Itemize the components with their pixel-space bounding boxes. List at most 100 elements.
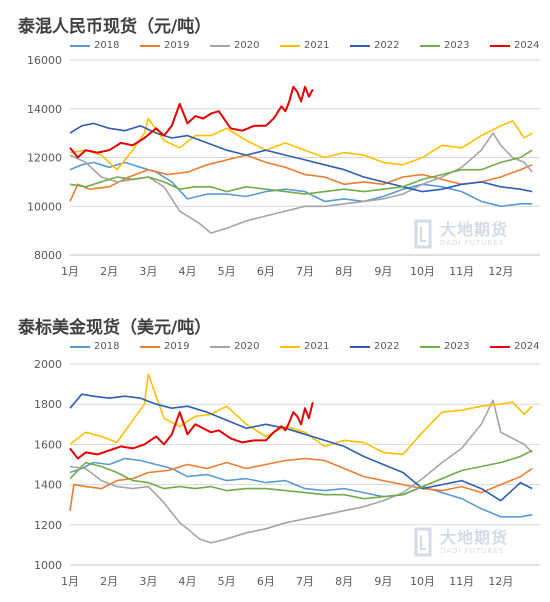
y-tick-label: 12000 xyxy=(27,152,62,165)
dadi-futures-watermark: 大地期货 DADI FUTURES xyxy=(412,527,508,557)
rmb-spot-chart: 泰混人民币现货（元/吨） 8000 10000 12000 14000 16000 1月 2… xyxy=(18,17,550,278)
y-tick-label: 1800 xyxy=(34,398,62,411)
x-tick-label: 4月 xyxy=(179,265,197,278)
series-line-2019 xyxy=(69,457,533,511)
legend-swatch xyxy=(420,44,440,47)
legend-item-2024: 2024 xyxy=(490,341,539,352)
x-tick-label: 11月 xyxy=(449,265,474,278)
y-tick-label: 1000 xyxy=(34,559,62,572)
legend-item-2024: 2024 xyxy=(490,40,539,51)
legend-item-2023: 2023 xyxy=(420,40,469,51)
legend-label: 2024 xyxy=(514,40,540,51)
legend-label: 2022 xyxy=(374,40,400,51)
x-tick-label: 10月 xyxy=(410,575,435,588)
legend-label: 2020 xyxy=(234,341,260,352)
dadi-futures-watermark: 大地期货 DADI FUTURES xyxy=(412,219,508,249)
x-tick-label: 2月 xyxy=(100,575,118,588)
legend-item-2020: 2020 xyxy=(210,40,259,51)
chart-legend: 2018 2019 2020 2021 2022 2023 2024 xyxy=(70,341,550,359)
legend-swatch xyxy=(350,44,370,47)
legend-label: 2023 xyxy=(444,341,470,352)
usd-spot-plot: 1000 1200 1400 1600 1800 2000 1月 2月 3月 4月 5月 6月 7月 8月… xyxy=(34,358,540,588)
x-tick-label: 9月 xyxy=(374,575,392,588)
chart-legend: 2018 2019 2020 2021 2022 2023 2024 xyxy=(70,40,550,58)
y-tick-label: 1400 xyxy=(34,479,62,492)
x-tick-label: 12月 xyxy=(488,265,513,278)
legend-item-2021: 2021 xyxy=(280,341,329,352)
y-tick-label: 8000 xyxy=(34,249,62,262)
x-tick-label: 5月 xyxy=(218,265,236,278)
watermark-en: DADI FUTURES xyxy=(440,546,505,555)
dadi-logo-icon xyxy=(412,219,434,249)
series-line-2024 xyxy=(69,401,314,460)
series-line-2023 xyxy=(69,449,533,500)
legend-item-2019: 2019 xyxy=(140,341,189,352)
x-tick-label: 4月 xyxy=(179,575,197,588)
dadi-logo-icon xyxy=(412,527,434,557)
legend-item-2019: 2019 xyxy=(140,40,189,51)
legend-label: 2023 xyxy=(444,40,470,51)
legend-swatch xyxy=(210,44,230,47)
legend-item-2018: 2018 xyxy=(70,40,119,51)
chart-title: 泰混人民币现货（元/吨） xyxy=(18,17,212,37)
x-tick-label: 6月 xyxy=(257,265,275,278)
legend-item-2023: 2023 xyxy=(420,341,469,352)
series-line-2018 xyxy=(69,161,533,208)
legend-label: 2022 xyxy=(374,341,400,352)
watermark-cn: 大地期货 xyxy=(440,219,509,239)
legend-swatch xyxy=(140,44,160,47)
legend-item-2022: 2022 xyxy=(350,341,399,352)
y-tick-label: 14000 xyxy=(27,103,62,116)
legend-label: 2021 xyxy=(304,40,330,51)
legend-label: 2019 xyxy=(164,341,190,352)
x-tick-label: 12月 xyxy=(488,575,513,588)
legend-item-2021: 2021 xyxy=(280,40,329,51)
legend-swatch xyxy=(280,44,300,47)
x-tick-label: 11月 xyxy=(449,575,474,588)
x-tick-label: 5月 xyxy=(218,575,236,588)
legend-label: 2018 xyxy=(94,341,120,352)
watermark-cn: 大地期货 xyxy=(440,527,509,547)
x-tick-label: 6月 xyxy=(257,575,275,588)
series-line-2024 xyxy=(69,85,314,159)
series-line-2021 xyxy=(69,117,533,171)
series-line-2018 xyxy=(69,457,533,518)
x-tick-label: 3月 xyxy=(139,575,157,588)
x-tick-label: 2月 xyxy=(100,265,118,278)
series-line-2022 xyxy=(69,122,533,193)
series-line-2023 xyxy=(69,149,533,195)
legend-swatch xyxy=(70,44,90,47)
legend-swatch xyxy=(490,44,510,47)
legend-label: 2021 xyxy=(304,341,330,352)
rmb-spot-plot: 8000 10000 12000 14000 16000 1月 2月 3月 4月 5月 6月 7月 8月… xyxy=(27,54,540,278)
series-line-2020 xyxy=(69,399,533,544)
x-tick-label: 1月 xyxy=(61,575,79,588)
legend-swatch xyxy=(420,345,440,348)
legend-swatch xyxy=(350,345,370,348)
x-tick-label: 10月 xyxy=(410,265,435,278)
y-tick-label: 2000 xyxy=(34,358,62,371)
legend-swatch xyxy=(280,345,300,348)
legend-label: 2020 xyxy=(234,40,260,51)
legend-swatch xyxy=(210,345,230,348)
legend-item-2018: 2018 xyxy=(70,341,119,352)
y-tick-label: 16000 xyxy=(27,54,62,67)
x-tick-label: 7月 xyxy=(296,575,314,588)
y-tick-label: 10000 xyxy=(27,200,62,213)
legend-item-2022: 2022 xyxy=(350,40,399,51)
x-tick-label: 8月 xyxy=(335,265,353,278)
y-tick-label: 1600 xyxy=(34,438,62,451)
legend-label: 2018 xyxy=(94,40,120,51)
legend-swatch xyxy=(70,345,90,348)
legend-swatch xyxy=(140,345,160,348)
chart-title: 泰标美金现货（美元/吨） xyxy=(18,318,212,338)
legend-label: 2024 xyxy=(514,341,540,352)
x-tick-label: 8月 xyxy=(335,575,353,588)
x-tick-label: 3月 xyxy=(139,265,157,278)
x-tick-label: 7月 xyxy=(296,265,314,278)
series-line-2021 xyxy=(69,373,533,456)
legend-swatch xyxy=(490,345,510,348)
legend-item-2020: 2020 xyxy=(210,341,259,352)
watermark-en: DADI FUTURES xyxy=(440,238,505,247)
legend-label: 2019 xyxy=(164,40,190,51)
